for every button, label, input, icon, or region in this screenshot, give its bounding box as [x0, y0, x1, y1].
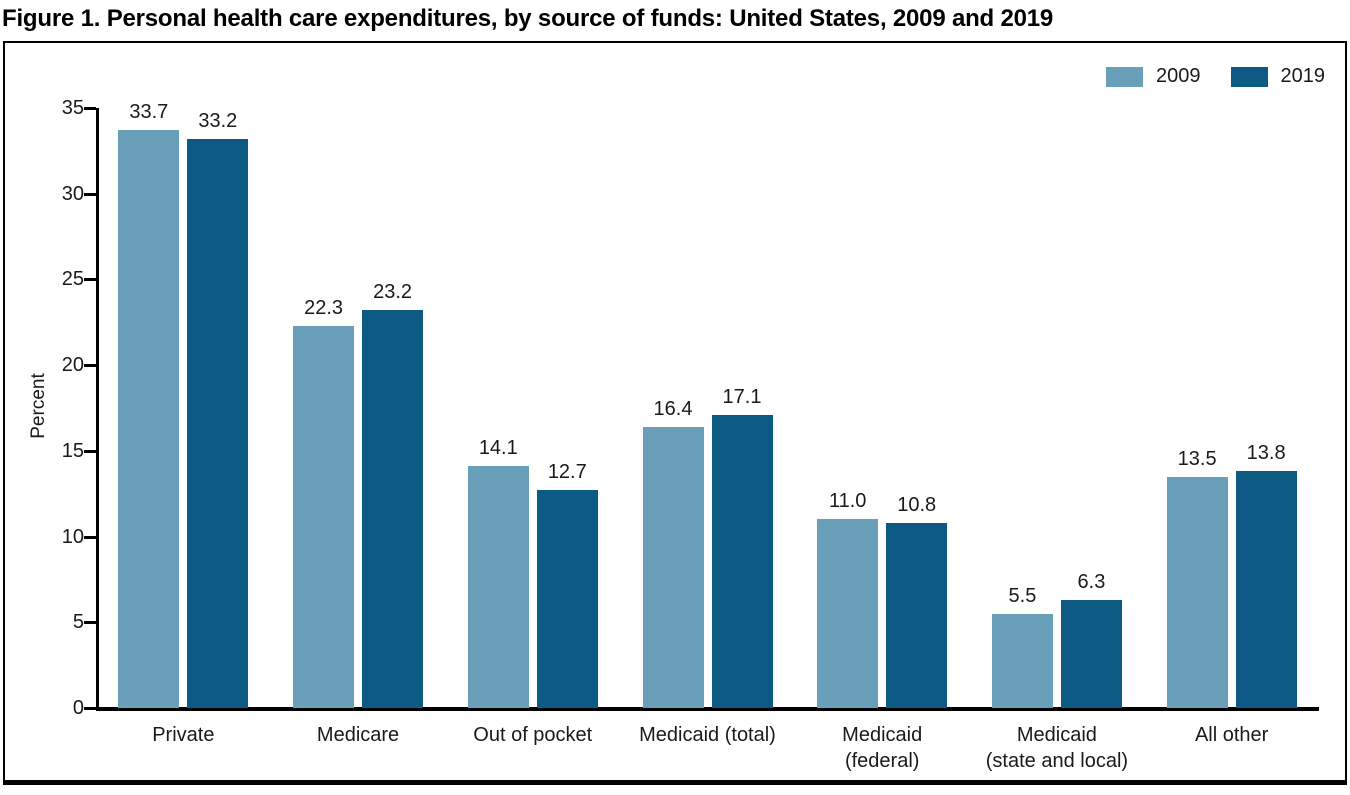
- x-category-label-5: Medicaid (state and local): [985, 724, 1129, 772]
- bar-2019-2: [536, 490, 598, 708]
- value-label-2019-4: 10.8: [897, 493, 937, 516]
- y-tick-label: 5: [72, 611, 84, 634]
- legend-swatch-2019: [1230, 66, 1268, 87]
- y-tick-label: 35: [61, 97, 84, 119]
- x-category-label-6: All other: [1194, 724, 1269, 746]
- x-category-label-1: Medicare: [316, 724, 400, 746]
- y-tick-label: 25: [61, 268, 84, 291]
- legend: 2009 2019: [1106, 65, 1325, 88]
- legend-label-2019: 2019: [1280, 65, 1326, 87]
- x-axis-line: [96, 707, 1319, 711]
- legend-label-2009: 2009: [1156, 65, 1201, 87]
- y-tick: [84, 707, 96, 710]
- bar-2019-0: [187, 138, 249, 708]
- y-tick: [84, 107, 96, 110]
- value-label-2009-0: 33.7: [129, 101, 169, 124]
- x-category-label-3: Medicaid (total): [639, 724, 776, 746]
- x-category-label-2: Out of pocket: [473, 724, 593, 746]
- value-label-2019-3: 17.1: [722, 385, 762, 408]
- y-tick: [84, 364, 96, 368]
- y-tick: [84, 278, 96, 282]
- value-label-2009-1: 22.3: [304, 296, 344, 319]
- y-tick: [84, 535, 96, 539]
- y-tick: [84, 621, 96, 625]
- bar-2009-1: [293, 325, 355, 708]
- bar-2009-5: [991, 613, 1053, 708]
- y-tick-label: 10: [61, 525, 84, 548]
- y-tick-label: 20: [61, 354, 84, 377]
- y-tick-label: 0: [72, 697, 84, 719]
- bar-2009-0: [118, 130, 180, 708]
- bar-2019-6: [1235, 471, 1297, 708]
- y-axis-line: [96, 108, 99, 708]
- figure-title: Figure 1. Personal health care expenditu…: [2, 5, 1054, 32]
- bar-2019-1: [362, 310, 424, 708]
- value-label-2019-6: 13.8: [1246, 442, 1286, 465]
- value-label-2019-2: 12.7: [547, 461, 587, 484]
- y-tick-label: 15: [61, 439, 84, 462]
- value-label-2009-4: 11.0: [828, 490, 867, 513]
- value-label-2009-6: 13.5: [1177, 447, 1217, 470]
- bar-2019-4: [886, 522, 948, 708]
- y-tick-label: 30: [61, 182, 84, 205]
- chart-frame: 2009 2019 Percent 0 5 10 15 20 25 30 35 33.7 33.2 P…: [3, 41, 1347, 785]
- y-tick: [84, 449, 96, 453]
- y-tick: [84, 192, 96, 196]
- bar-2009-3: [642, 426, 704, 708]
- x-category-label-0: Private: [152, 724, 215, 746]
- value-label-2009-2: 14.1: [478, 437, 518, 460]
- bar-2019-3: [711, 414, 773, 708]
- value-label-2009-3: 16.4: [653, 397, 693, 420]
- value-label-2009-5: 5.5: [1008, 584, 1037, 607]
- bar-2009-4: [817, 519, 879, 708]
- x-category-label-4: Medicaid (federal): [842, 724, 923, 772]
- y-axis-label: Percent: [28, 373, 49, 439]
- legend-swatch-2009: [1106, 66, 1143, 87]
- bar-2009-6: [1166, 476, 1228, 708]
- value-label-2019-5: 6.3: [1077, 571, 1106, 593]
- bar-2019-5: [1060, 600, 1122, 708]
- value-label-2019-0: 33.2: [198, 109, 238, 132]
- bar-2009-2: [467, 466, 529, 708]
- value-label-2019-1: 23.2: [373, 281, 413, 304]
- legend-item-2009: 2009: [1106, 65, 1201, 88]
- legend-item-2019: 2019: [1230, 65, 1326, 88]
